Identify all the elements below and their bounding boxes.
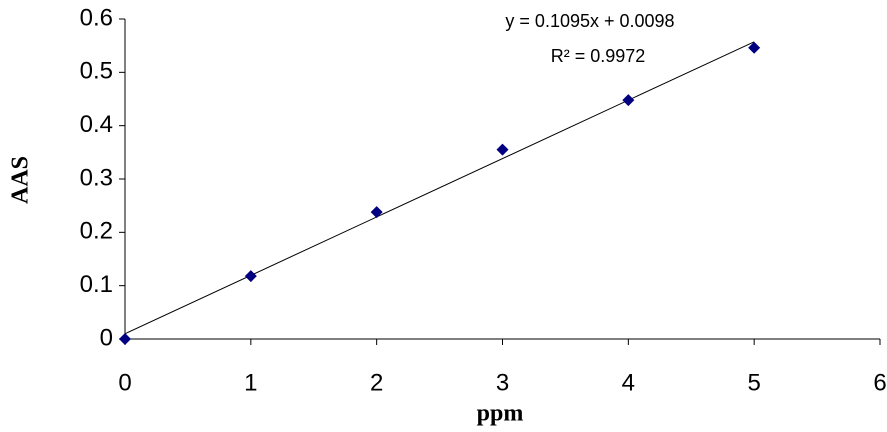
chart: ppm AAS y = 0.1095x + 0.0098 R² = 0.9972… bbox=[0, 0, 887, 432]
point bbox=[622, 94, 634, 106]
y-tick-label: 0.5 bbox=[80, 58, 113, 85]
point bbox=[497, 144, 509, 156]
y-tick-label: 0.6 bbox=[80, 4, 113, 31]
y-axis-title: AAS bbox=[8, 156, 34, 204]
trendline-equation: y = 0.1095x + 0.0098 bbox=[505, 11, 674, 31]
point bbox=[245, 270, 257, 282]
x-tick-label: 6 bbox=[873, 369, 886, 396]
trendline bbox=[125, 42, 754, 334]
x-axis-title: ppm bbox=[477, 401, 524, 427]
trendline-r2: R² = 0.9972 bbox=[551, 46, 646, 66]
y-tick-label: 0.3 bbox=[80, 164, 113, 191]
y-tick-label: 0.4 bbox=[80, 111, 113, 138]
point bbox=[371, 206, 383, 218]
x-tick-label: 3 bbox=[496, 369, 509, 396]
page: ppm AAS y = 0.1095x + 0.0098 R² = 0.9972… bbox=[0, 0, 887, 432]
x-tick-label: 2 bbox=[370, 369, 383, 396]
x-tick-label: 0 bbox=[118, 369, 131, 396]
y-tick-label: 0 bbox=[100, 324, 113, 351]
y-tick-label: 0.1 bbox=[80, 271, 113, 298]
point bbox=[119, 333, 131, 345]
y-tick-label: 0.2 bbox=[80, 218, 113, 245]
x-tick-label: 1 bbox=[244, 369, 257, 396]
x-tick-label: 4 bbox=[622, 369, 635, 396]
x-tick-label: 5 bbox=[747, 369, 760, 396]
